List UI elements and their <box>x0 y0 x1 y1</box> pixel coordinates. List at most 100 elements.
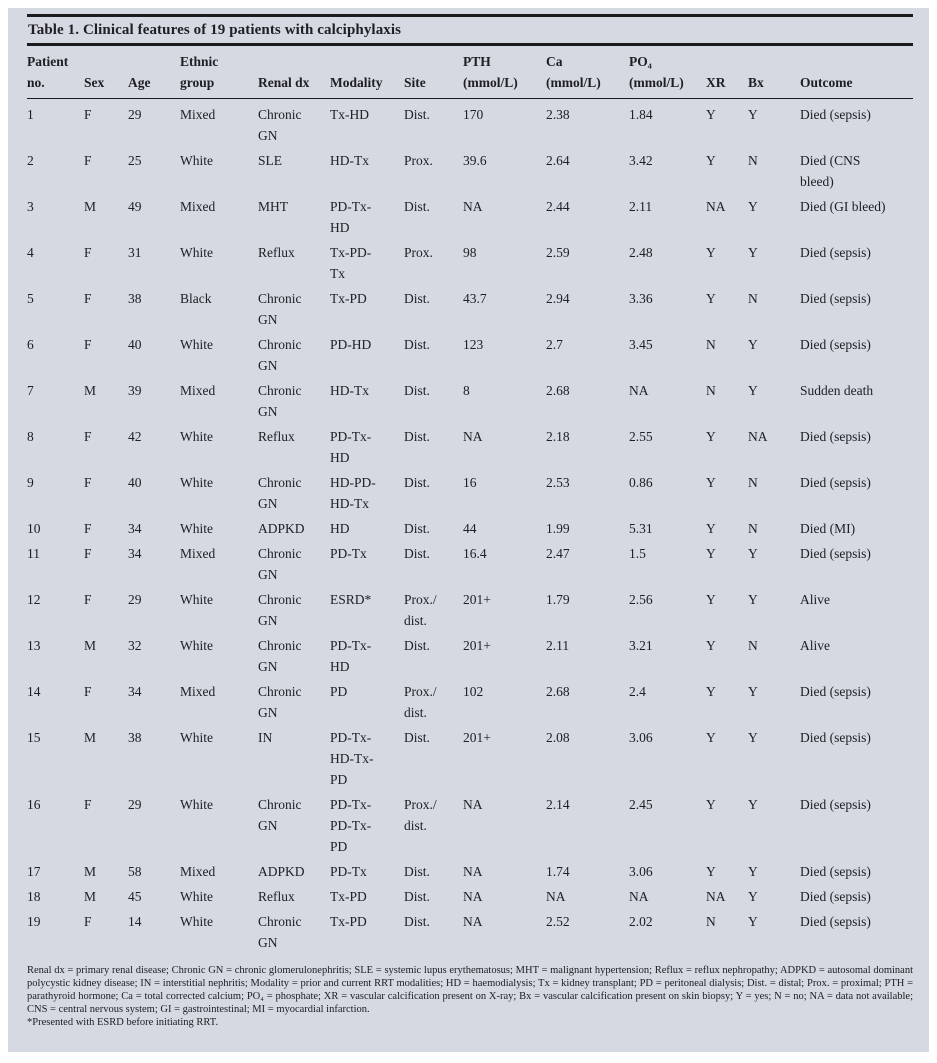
table-row: 1 F 29 Mixed Chronic GN Tx-HD Dist. 170 2.38 1.84… <box>27 98 913 148</box>
cell-outcome: Died (sepsis) <box>800 290 871 306</box>
table-row: 19 F 14 White Chronic GN Tx-PD Dist. NA 2.52 2.02… <box>27 909 913 955</box>
cell-site: Prox./ dist. <box>404 796 437 833</box>
cell-age: 40 <box>128 336 142 352</box>
cell-po4: NA <box>629 888 649 904</box>
table-row: 18 M 45 White Reflux Tx-PD Dist. NA NA NA NA Y Died … <box>27 884 913 909</box>
cell-modality: Tx-PD <box>330 290 367 306</box>
cell-age: 42 <box>128 428 142 444</box>
cell-sex: M <box>84 637 97 653</box>
cell-pth: NA <box>463 428 483 444</box>
cell-age: 39 <box>128 382 142 398</box>
cell-ca: 2.52 <box>546 913 570 929</box>
cell-bx: Y <box>748 729 758 745</box>
cell-ca: 1.79 <box>546 591 570 607</box>
cell-po4: 2.4 <box>629 683 646 699</box>
cell-xr: Y <box>706 152 716 168</box>
cell-site: Dist. <box>404 545 430 561</box>
cell-renal_dx: MHT <box>258 198 288 214</box>
table-row: 14 F 34 Mixed Chronic GN PD Prox./ dist. 102 2.6… <box>27 679 913 725</box>
cell-outcome: Died (sepsis) <box>800 913 871 929</box>
cell-xr: N <box>706 913 716 929</box>
cell-outcome: Died (sepsis) <box>800 545 871 561</box>
cell-patient_no: 18 <box>27 888 41 904</box>
cell-patient_no: 16 <box>27 796 41 812</box>
cell-age: 32 <box>128 637 142 653</box>
table-row: 10 F 34 White ADPKD HD Dist. 44 1.99 5.31 Y N Died (… <box>27 516 913 541</box>
cell-site: Prox. <box>404 244 433 260</box>
cell-ethnic_group: White <box>180 591 213 607</box>
cell-bx: Y <box>748 106 758 122</box>
cell-sex: F <box>84 152 92 168</box>
cell-age: 34 <box>128 520 142 536</box>
cell-age: 29 <box>128 591 142 607</box>
cell-sex: F <box>84 428 92 444</box>
cell-xr: N <box>706 336 716 352</box>
cell-outcome: Died (CNS bleed) <box>800 152 861 189</box>
cell-sex: M <box>84 888 97 904</box>
cell-patient_no: 12 <box>27 591 41 607</box>
cell-xr: Y <box>706 591 716 607</box>
column-header-age: Age <box>128 45 180 99</box>
cell-po4: 2.55 <box>629 428 653 444</box>
cell-po4: 1.84 <box>629 106 653 122</box>
cell-renal_dx: Chronic GN <box>258 913 302 950</box>
cell-modality: Tx-PD- Tx <box>330 244 372 281</box>
cell-ethnic_group: Mixed <box>180 863 216 879</box>
cell-xr: Y <box>706 520 716 536</box>
cell-renal_dx: IN <box>258 729 273 745</box>
cell-xr: Y <box>706 545 716 561</box>
cell-outcome: Died (sepsis) <box>800 683 871 699</box>
cell-patient_no: 1 <box>27 106 34 122</box>
cell-modality: Tx-PD <box>330 913 367 929</box>
cell-renal_dx: Reflux <box>258 888 295 904</box>
cell-xr: Y <box>706 474 716 490</box>
cell-site: Prox./ dist. <box>404 591 437 628</box>
cell-pth: 16.4 <box>463 545 487 561</box>
cell-bx: N <box>748 637 758 653</box>
cell-patient_no: 11 <box>27 545 40 561</box>
cell-ethnic_group: White <box>180 428 213 444</box>
cell-site: Prox./ dist. <box>404 683 437 720</box>
cell-site: Dist. <box>404 106 430 122</box>
cell-patient_no: 15 <box>27 729 41 745</box>
table-row: 9 F 40 White Chronic GN HD-PD- HD-Tx Dist. 16 2.… <box>27 470 913 516</box>
column-header-po4: PO₄ (mmol/L) <box>629 45 706 99</box>
cell-po4: 3.45 <box>629 336 653 352</box>
cell-ethnic_group: Mixed <box>180 382 216 398</box>
table-panel: Table 1. Clinical features of 19 patient… <box>8 8 929 1052</box>
column-header-sex: Sex <box>84 45 128 99</box>
cell-patient_no: 2 <box>27 152 34 168</box>
cell-ca: 2.18 <box>546 428 570 444</box>
column-header-patient_no: Patient no. <box>27 45 84 99</box>
cell-po4: 2.56 <box>629 591 653 607</box>
cell-pth: NA <box>463 198 483 214</box>
table-row: 12 F 29 White Chronic GN ESRD* Prox./ dist. 201… <box>27 587 913 633</box>
cell-ca: 2.08 <box>546 729 570 745</box>
cell-age: 14 <box>128 913 142 929</box>
cell-outcome: Died (sepsis) <box>800 336 871 352</box>
cell-age: 34 <box>128 683 142 699</box>
cell-modality: Tx-PD <box>330 888 367 904</box>
cell-ca: 1.99 <box>546 520 570 536</box>
cell-sex: F <box>84 545 92 561</box>
cell-renal_dx: Reflux <box>258 428 295 444</box>
cell-po4: 3.36 <box>629 290 653 306</box>
cell-renal_dx: Chronic GN <box>258 382 302 419</box>
cell-bx: NA <box>748 428 768 444</box>
cell-po4: 0.86 <box>629 474 653 490</box>
cell-ca: 2.59 <box>546 244 570 260</box>
cell-modality: HD-Tx <box>330 152 369 168</box>
cell-xr: Y <box>706 729 716 745</box>
cell-po4: 3.06 <box>629 729 653 745</box>
cell-po4: 2.45 <box>629 796 653 812</box>
cell-ca: 2.53 <box>546 474 570 490</box>
cell-ethnic_group: White <box>180 913 213 929</box>
cell-modality: ESRD* <box>330 591 372 607</box>
cell-site: Prox. <box>404 152 433 168</box>
cell-site: Dist. <box>404 637 430 653</box>
top-rule <box>27 14 913 17</box>
cell-outcome: Died (sepsis) <box>800 428 871 444</box>
table-body: 1 F 29 Mixed Chronic GN Tx-HD Dist. 170 2.38 1.84… <box>27 98 913 955</box>
cell-xr: Y <box>706 863 716 879</box>
cell-sex: M <box>84 198 97 214</box>
